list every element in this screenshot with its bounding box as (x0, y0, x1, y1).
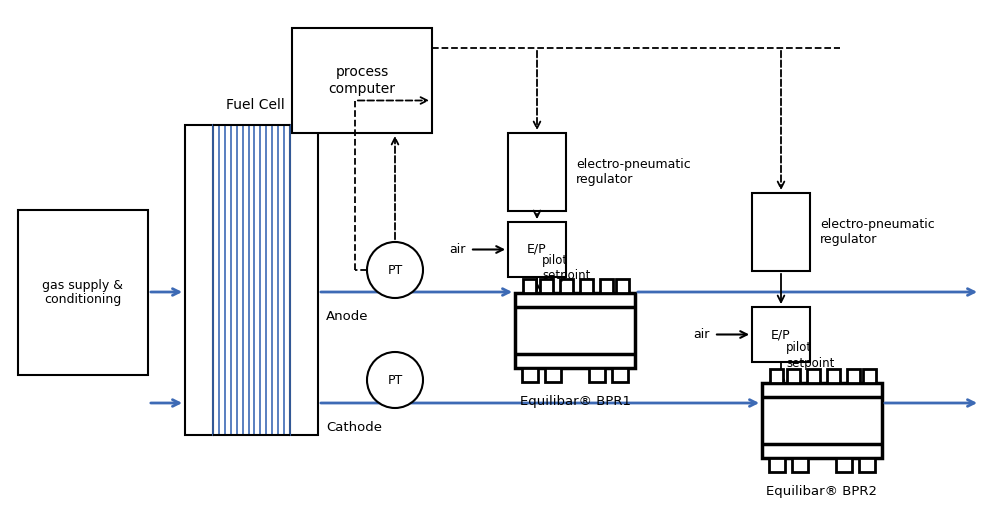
Text: PT: PT (387, 373, 403, 387)
Bar (508, 222, 566, 277)
Text: electro-pneumatic
regulator: electro-pneumatic regulator (576, 158, 691, 186)
Bar (863, 369, 876, 382)
Bar (292, 28, 432, 133)
Text: Equilibar® BPR2: Equilibar® BPR2 (767, 485, 878, 499)
Text: Equilibar® BPR1: Equilibar® BPR1 (520, 395, 631, 409)
Bar (589, 368, 605, 381)
Text: air: air (694, 328, 710, 341)
Text: PT: PT (387, 264, 403, 276)
Bar (508, 133, 566, 211)
Bar (859, 458, 875, 472)
Text: E/P: E/P (771, 328, 791, 341)
Text: process
computer: process computer (328, 66, 396, 96)
Text: E/P: E/P (527, 243, 547, 256)
Text: electro-pneumatic
regulator: electro-pneumatic regulator (820, 218, 935, 246)
Bar (769, 458, 785, 472)
Circle shape (367, 242, 423, 298)
Text: Fuel Cell: Fuel Cell (226, 98, 284, 112)
Bar (616, 279, 629, 292)
Bar (770, 369, 783, 382)
Bar (807, 369, 820, 382)
Circle shape (367, 352, 423, 408)
Text: Anode: Anode (326, 310, 368, 323)
Bar (827, 369, 840, 382)
Bar (185, 125, 213, 435)
Text: Cathode: Cathode (326, 421, 382, 434)
Bar (847, 369, 860, 382)
Bar (18, 210, 148, 375)
Bar (836, 458, 852, 472)
Bar (523, 279, 536, 292)
Text: air: air (450, 243, 466, 256)
Bar (545, 368, 561, 381)
Text: gas supply &
conditioning: gas supply & conditioning (42, 279, 124, 307)
Bar (560, 279, 573, 292)
Bar (612, 368, 628, 381)
Bar (752, 307, 810, 362)
Text: pilot
setpoint: pilot setpoint (542, 254, 590, 282)
Bar (580, 279, 593, 292)
Bar (762, 382, 882, 458)
Bar (787, 369, 800, 382)
Bar (600, 279, 613, 292)
Bar (540, 279, 553, 292)
Bar (752, 193, 810, 271)
Bar (792, 458, 808, 472)
Bar (522, 368, 538, 381)
Bar (515, 292, 635, 368)
Text: pilot
setpoint: pilot setpoint (786, 342, 834, 370)
Bar (290, 125, 318, 435)
